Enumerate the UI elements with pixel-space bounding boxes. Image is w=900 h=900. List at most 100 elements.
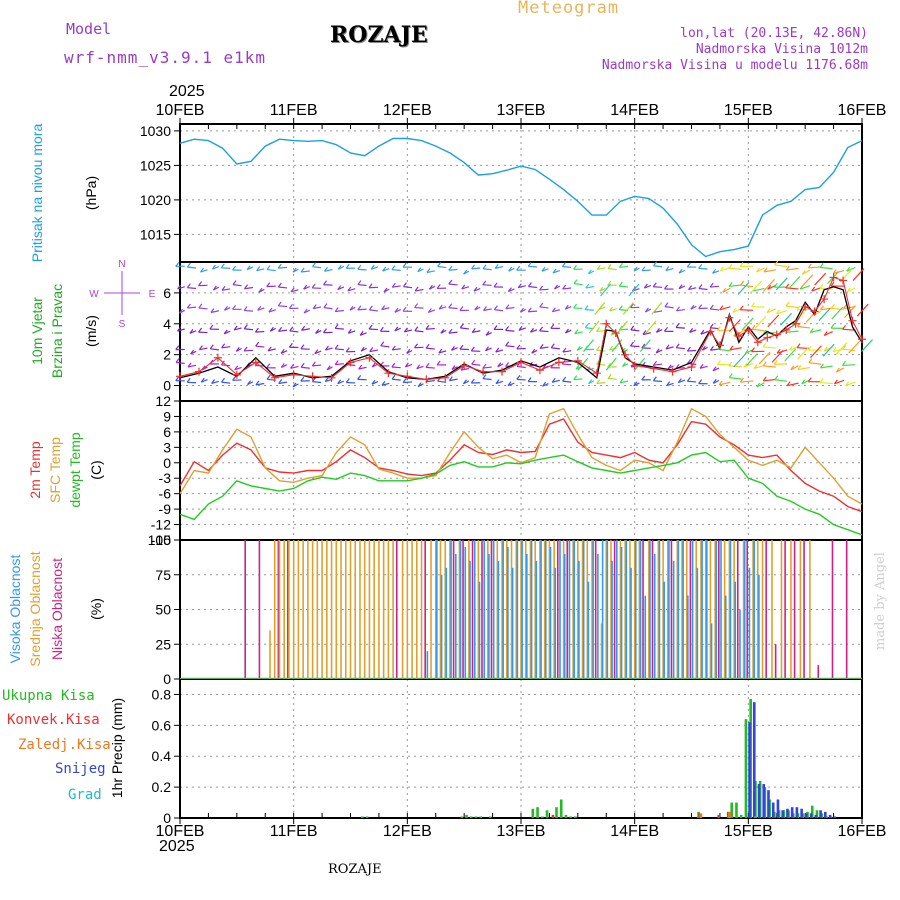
bar-ukupna-kisa bbox=[465, 814, 468, 818]
bar-ukupna-kisa bbox=[540, 816, 544, 818]
wind-barb bbox=[618, 325, 623, 331]
wind-barb bbox=[835, 367, 840, 373]
wind-barb bbox=[550, 323, 555, 329]
wind-barb bbox=[417, 267, 422, 273]
wind-barb bbox=[415, 288, 424, 292]
wind-barb bbox=[495, 349, 504, 353]
wind-barb bbox=[744, 349, 749, 354]
wind-barb bbox=[664, 302, 669, 307]
wind-barb bbox=[176, 361, 185, 365]
wind-barb bbox=[728, 281, 733, 287]
wind-barb bbox=[573, 264, 578, 270]
wind-barb bbox=[211, 380, 220, 385]
wind-barb bbox=[345, 347, 350, 353]
wind-barb bbox=[551, 377, 556, 383]
wind-barb bbox=[516, 265, 521, 271]
wind-barb bbox=[754, 316, 767, 329]
wind-barb bbox=[244, 309, 253, 312]
wind-barb bbox=[573, 375, 578, 380]
wind-barb bbox=[186, 283, 191, 288]
y-tick-label: -15 bbox=[151, 532, 171, 548]
series-line-2m-temp bbox=[179, 418, 863, 513]
wind-barb bbox=[369, 349, 379, 353]
wind-barb bbox=[774, 264, 788, 268]
wind-barb bbox=[290, 363, 295, 369]
wind-barb bbox=[463, 269, 468, 275]
y-tick-label: -6 bbox=[159, 486, 172, 502]
wind-barb bbox=[448, 268, 458, 271]
wind-barb bbox=[688, 287, 697, 291]
wind-barb bbox=[776, 309, 781, 315]
elevation-text: Nadmorska Visina 1012m bbox=[695, 42, 868, 57]
wind-barb bbox=[425, 343, 430, 349]
wind-barb bbox=[751, 324, 756, 330]
wind-barb bbox=[574, 331, 583, 335]
wind-barb bbox=[485, 331, 490, 336]
wind-barb bbox=[811, 286, 816, 292]
wind-barb bbox=[369, 328, 379, 331]
wind-barb bbox=[842, 304, 847, 309]
wind-barb bbox=[417, 382, 422, 387]
gust-marker bbox=[801, 302, 810, 311]
wind-barb bbox=[618, 263, 623, 268]
series-line-dewpt-temp bbox=[179, 451, 863, 536]
wind-barb bbox=[773, 359, 778, 365]
wind-barb bbox=[474, 305, 479, 311]
wind-barb bbox=[820, 365, 833, 369]
wind-barb bbox=[495, 380, 504, 385]
wind-barb bbox=[280, 363, 285, 368]
precip-legend-2: Zaledj.Kisa bbox=[18, 737, 111, 753]
gust-marker bbox=[422, 375, 431, 384]
wind-barb bbox=[675, 323, 680, 328]
wind-barb bbox=[728, 263, 733, 269]
wind-barb bbox=[335, 348, 344, 351]
wind-barb bbox=[235, 347, 240, 352]
x-tick-label-top: 10FEB bbox=[156, 102, 205, 119]
y-tick-label: 1030 bbox=[140, 123, 171, 139]
wind-barb bbox=[472, 330, 481, 333]
wind-barb bbox=[357, 264, 362, 270]
wind-barb bbox=[728, 365, 742, 368]
wind-barb bbox=[739, 305, 744, 311]
wind-barb bbox=[198, 281, 202, 286]
wind-barb bbox=[326, 365, 331, 371]
wind-barb bbox=[349, 305, 354, 311]
wind-barb bbox=[574, 329, 579, 335]
wind-barb bbox=[539, 344, 544, 349]
wind-barb bbox=[665, 266, 670, 271]
bar-snijeg bbox=[786, 808, 789, 818]
wind-barb bbox=[471, 267, 481, 270]
wind-barb bbox=[459, 323, 464, 329]
wind-barb bbox=[573, 378, 583, 381]
wind-barb bbox=[246, 265, 251, 271]
wind-barb bbox=[808, 266, 822, 269]
wind-barb bbox=[743, 362, 754, 368]
wind-barb bbox=[607, 362, 612, 368]
wind-barb bbox=[334, 360, 339, 365]
wind-barb bbox=[414, 306, 424, 309]
wind-barb bbox=[211, 379, 216, 384]
wind-barb bbox=[347, 328, 352, 334]
wind-barb bbox=[473, 286, 478, 292]
wind-barb bbox=[629, 303, 634, 309]
wind-barb bbox=[334, 323, 339, 329]
wind-barb bbox=[722, 287, 727, 293]
wind-barb bbox=[743, 362, 748, 368]
wind-barb bbox=[700, 331, 708, 335]
series-line-pritisak-na-nivou-mora bbox=[179, 137, 863, 258]
wind-barb bbox=[710, 327, 720, 330]
wind-barb bbox=[732, 307, 737, 313]
gust-marker bbox=[782, 325, 791, 334]
wind-barb bbox=[448, 265, 453, 271]
wind-barb bbox=[406, 349, 411, 354]
wind-barb bbox=[391, 265, 396, 271]
wind-barb bbox=[381, 381, 386, 386]
wind-barb bbox=[539, 326, 544, 332]
y-tick-label: 0 bbox=[163, 810, 171, 826]
wind-barb bbox=[617, 320, 629, 334]
wind-barb bbox=[255, 345, 265, 348]
wind-barb bbox=[198, 345, 203, 351]
wind-barb bbox=[459, 344, 464, 350]
wind-barb bbox=[550, 343, 555, 349]
year-label-top: 2025 bbox=[169, 83, 205, 100]
